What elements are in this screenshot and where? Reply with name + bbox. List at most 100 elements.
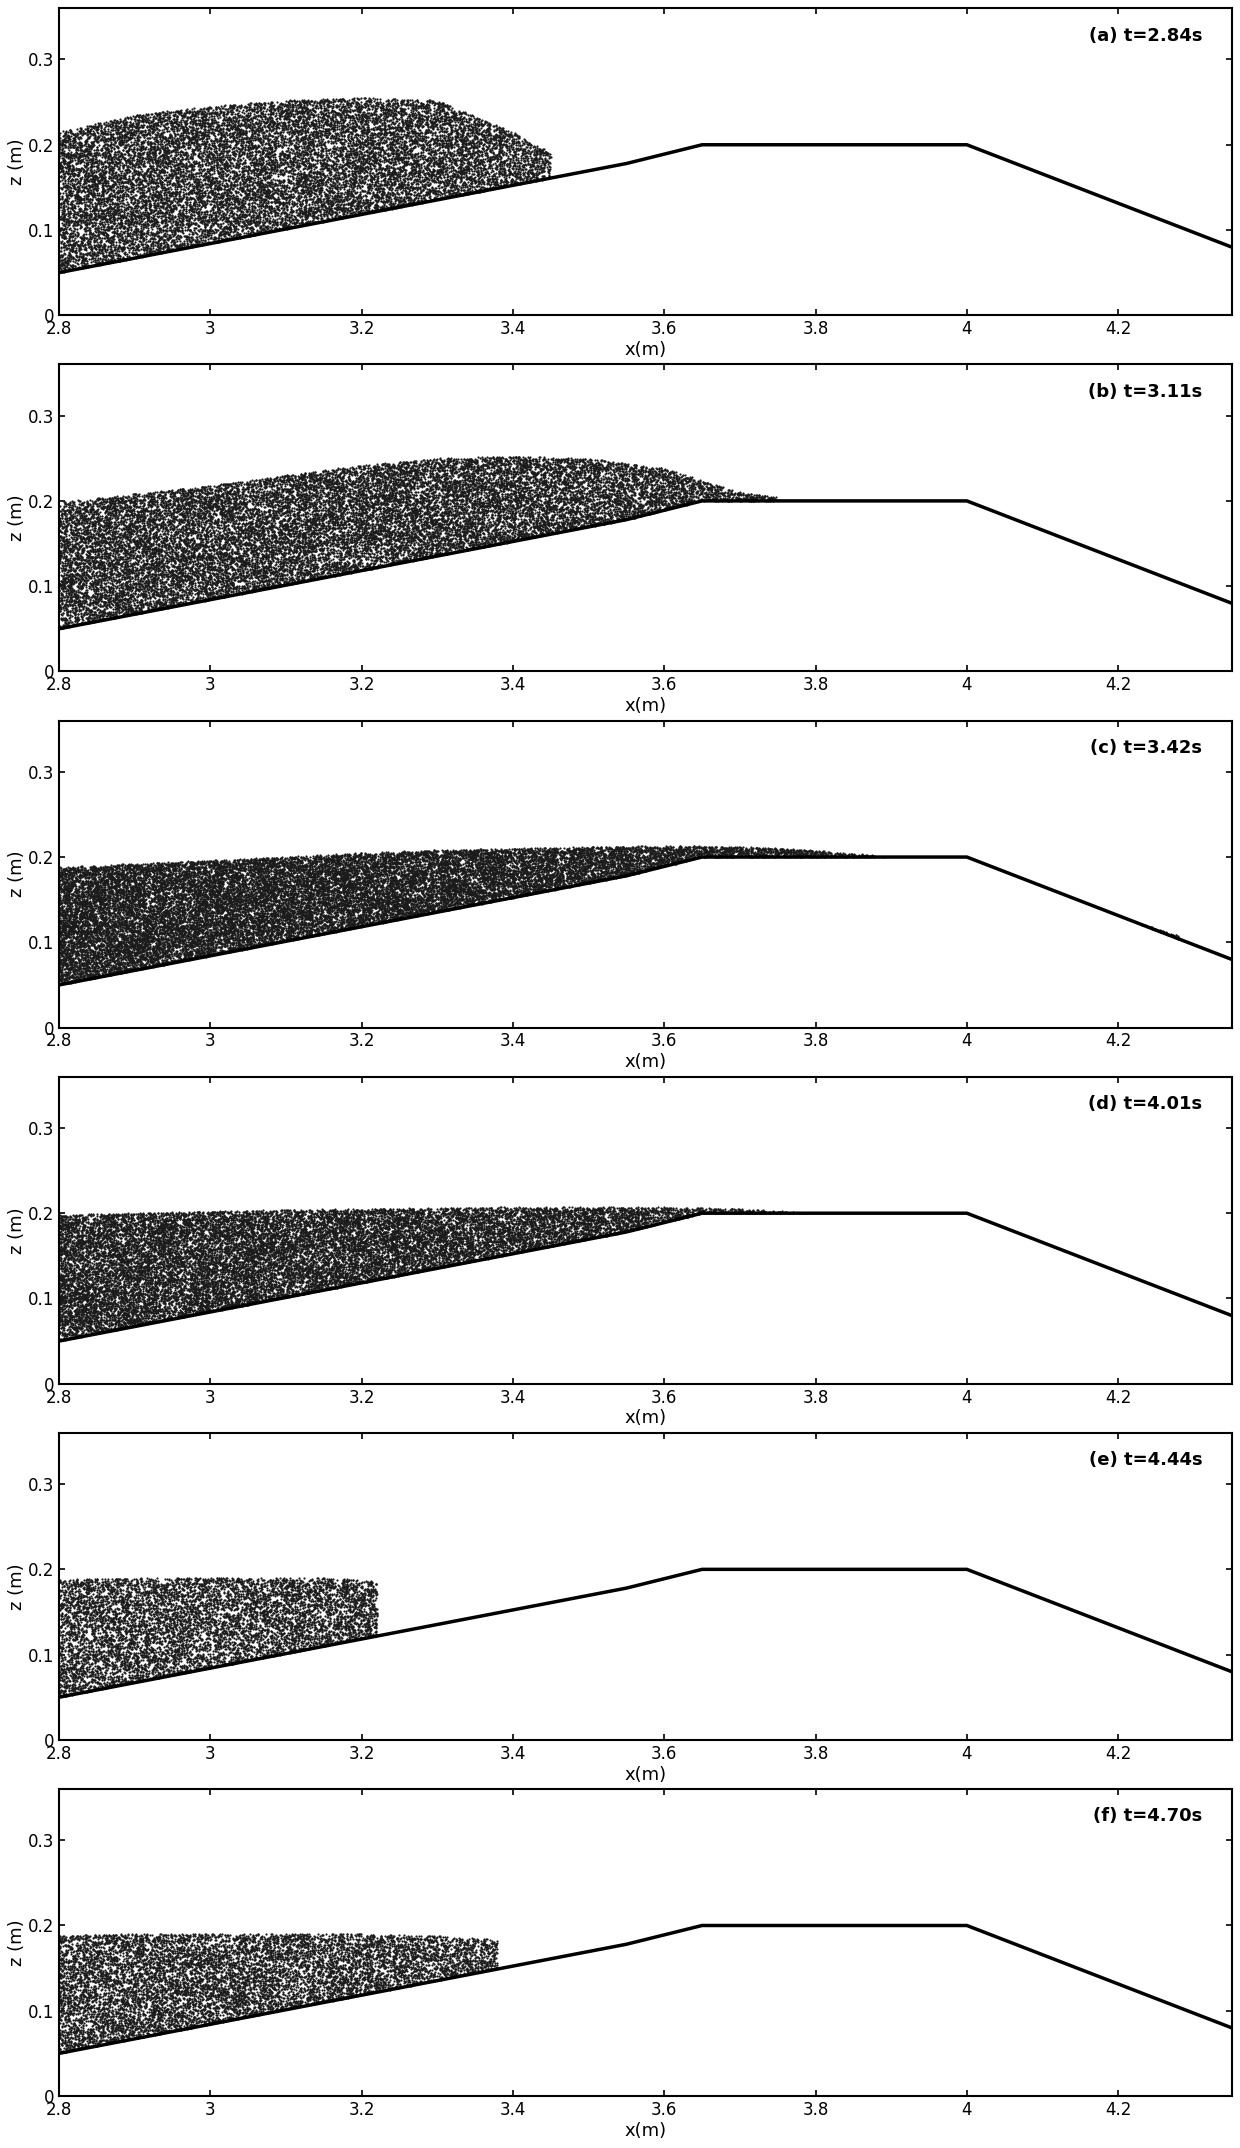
Point [315,1244,335,1278]
Point [211,1980,231,2015]
Point [284,524,304,558]
Point [513,518,533,552]
Point [99,1925,119,1959]
Point [484,479,503,513]
Point [456,848,476,883]
Point [153,1641,172,1675]
Point [103,193,123,228]
Point [50,945,69,979]
Point [573,470,593,505]
Point [409,513,429,548]
Point [243,503,263,537]
Point [446,1229,466,1263]
Point [167,101,187,135]
Point [79,930,99,964]
Point [383,874,403,909]
Point [202,876,222,911]
Point [454,137,474,172]
Point [150,866,170,900]
Point [119,107,139,142]
Point [99,1974,119,2008]
Point [50,945,69,979]
Point [81,1285,100,1319]
Point [211,120,231,155]
Point [397,86,417,120]
Point [52,1937,72,1972]
Point [434,97,454,131]
Point [82,567,102,601]
Point [139,904,159,939]
Point [170,1242,190,1276]
Point [594,483,614,518]
Point [262,1970,281,2004]
Point [103,924,123,958]
Point [760,831,780,866]
Point [603,842,622,876]
Point [180,1948,200,1983]
Point [248,157,268,191]
Point [88,857,108,891]
Point [136,217,156,251]
Point [420,894,440,928]
Point [99,1961,119,1995]
Point [160,1216,180,1250]
Point [501,479,521,513]
Point [63,876,83,911]
Point [243,1263,263,1297]
Point [103,168,123,202]
Point [119,219,139,253]
Point [533,473,553,507]
Point [86,1282,105,1317]
Point [407,498,427,533]
Point [394,840,414,874]
Point [166,883,186,917]
Point [55,1205,74,1239]
Point [402,883,422,917]
Point [347,183,367,217]
Point [180,1922,200,1957]
Point [544,840,564,874]
Point [196,569,216,604]
Point [308,915,327,949]
Point [379,868,399,902]
Point [129,1985,149,2019]
Point [186,1295,206,1330]
Point [143,163,162,198]
Point [58,932,78,967]
Point [203,1581,223,1615]
Point [113,1564,133,1598]
Point [267,208,286,243]
Point [213,1235,233,1269]
Point [51,541,71,576]
Point [103,1927,123,1961]
Point [64,1985,84,2019]
Point [263,1963,283,1998]
Point [162,159,182,193]
Point [103,1257,123,1291]
Point [554,1196,574,1231]
Point [72,2023,92,2058]
Point [213,574,233,608]
Point [389,485,409,520]
Point [68,1276,88,1310]
Point [190,1600,210,1635]
Point [68,1579,88,1613]
Point [169,1224,188,1259]
Point [223,1570,243,1605]
Point [528,153,548,187]
Point [294,520,314,554]
Point [324,1605,343,1639]
Point [73,1564,93,1598]
Point [299,1250,319,1285]
Point [190,221,210,256]
Point [296,200,316,234]
Point [239,1233,259,1267]
Point [294,120,314,155]
Point [100,520,120,554]
Point [546,836,565,870]
Point [154,1592,174,1626]
Point [501,842,521,876]
Point [123,1613,143,1648]
Point [208,490,228,524]
Point [304,1199,324,1233]
